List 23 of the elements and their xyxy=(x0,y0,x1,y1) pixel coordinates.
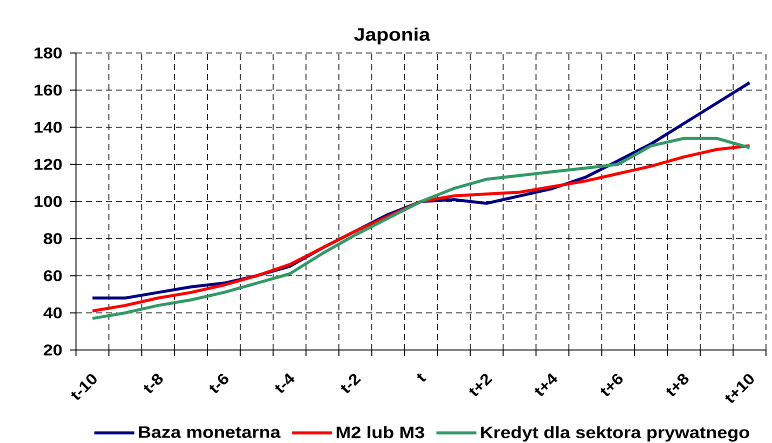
y-tick-label: 40 xyxy=(43,307,62,318)
legend-label: Baza monetarna xyxy=(139,426,281,438)
y-tick-label: 100 xyxy=(34,196,62,207)
x-tick-label: t+8 xyxy=(666,374,688,396)
x-tick-label: t-2 xyxy=(340,374,362,393)
y-tick-label: 80 xyxy=(44,233,62,244)
y-tick-label: 160 xyxy=(34,84,62,96)
legend-label: Kredyt dla sektora prywatnego xyxy=(481,426,750,442)
x-tick-label: t+4 xyxy=(534,373,558,396)
chart-title: Japonia xyxy=(354,28,430,44)
x-tick-label: t-6 xyxy=(209,374,228,393)
x-tick-label: t+6 xyxy=(600,374,623,396)
x-tick-label: t-10 xyxy=(71,374,97,400)
x-tick-label: t-4 xyxy=(275,373,295,393)
y-tick-label: 140 xyxy=(34,122,62,133)
y-tick-label: 60 xyxy=(44,270,62,282)
legend-label: M2 lub M3 xyxy=(336,426,424,438)
x-tick-label: t-8 xyxy=(144,374,163,393)
y-tick-label: 180 xyxy=(34,47,62,58)
x-tick-label: t+2 xyxy=(469,374,492,396)
x-tick-label: t xyxy=(417,373,426,382)
y-tick-label: 120 xyxy=(34,158,62,170)
y-tick-label: 20 xyxy=(44,344,62,356)
